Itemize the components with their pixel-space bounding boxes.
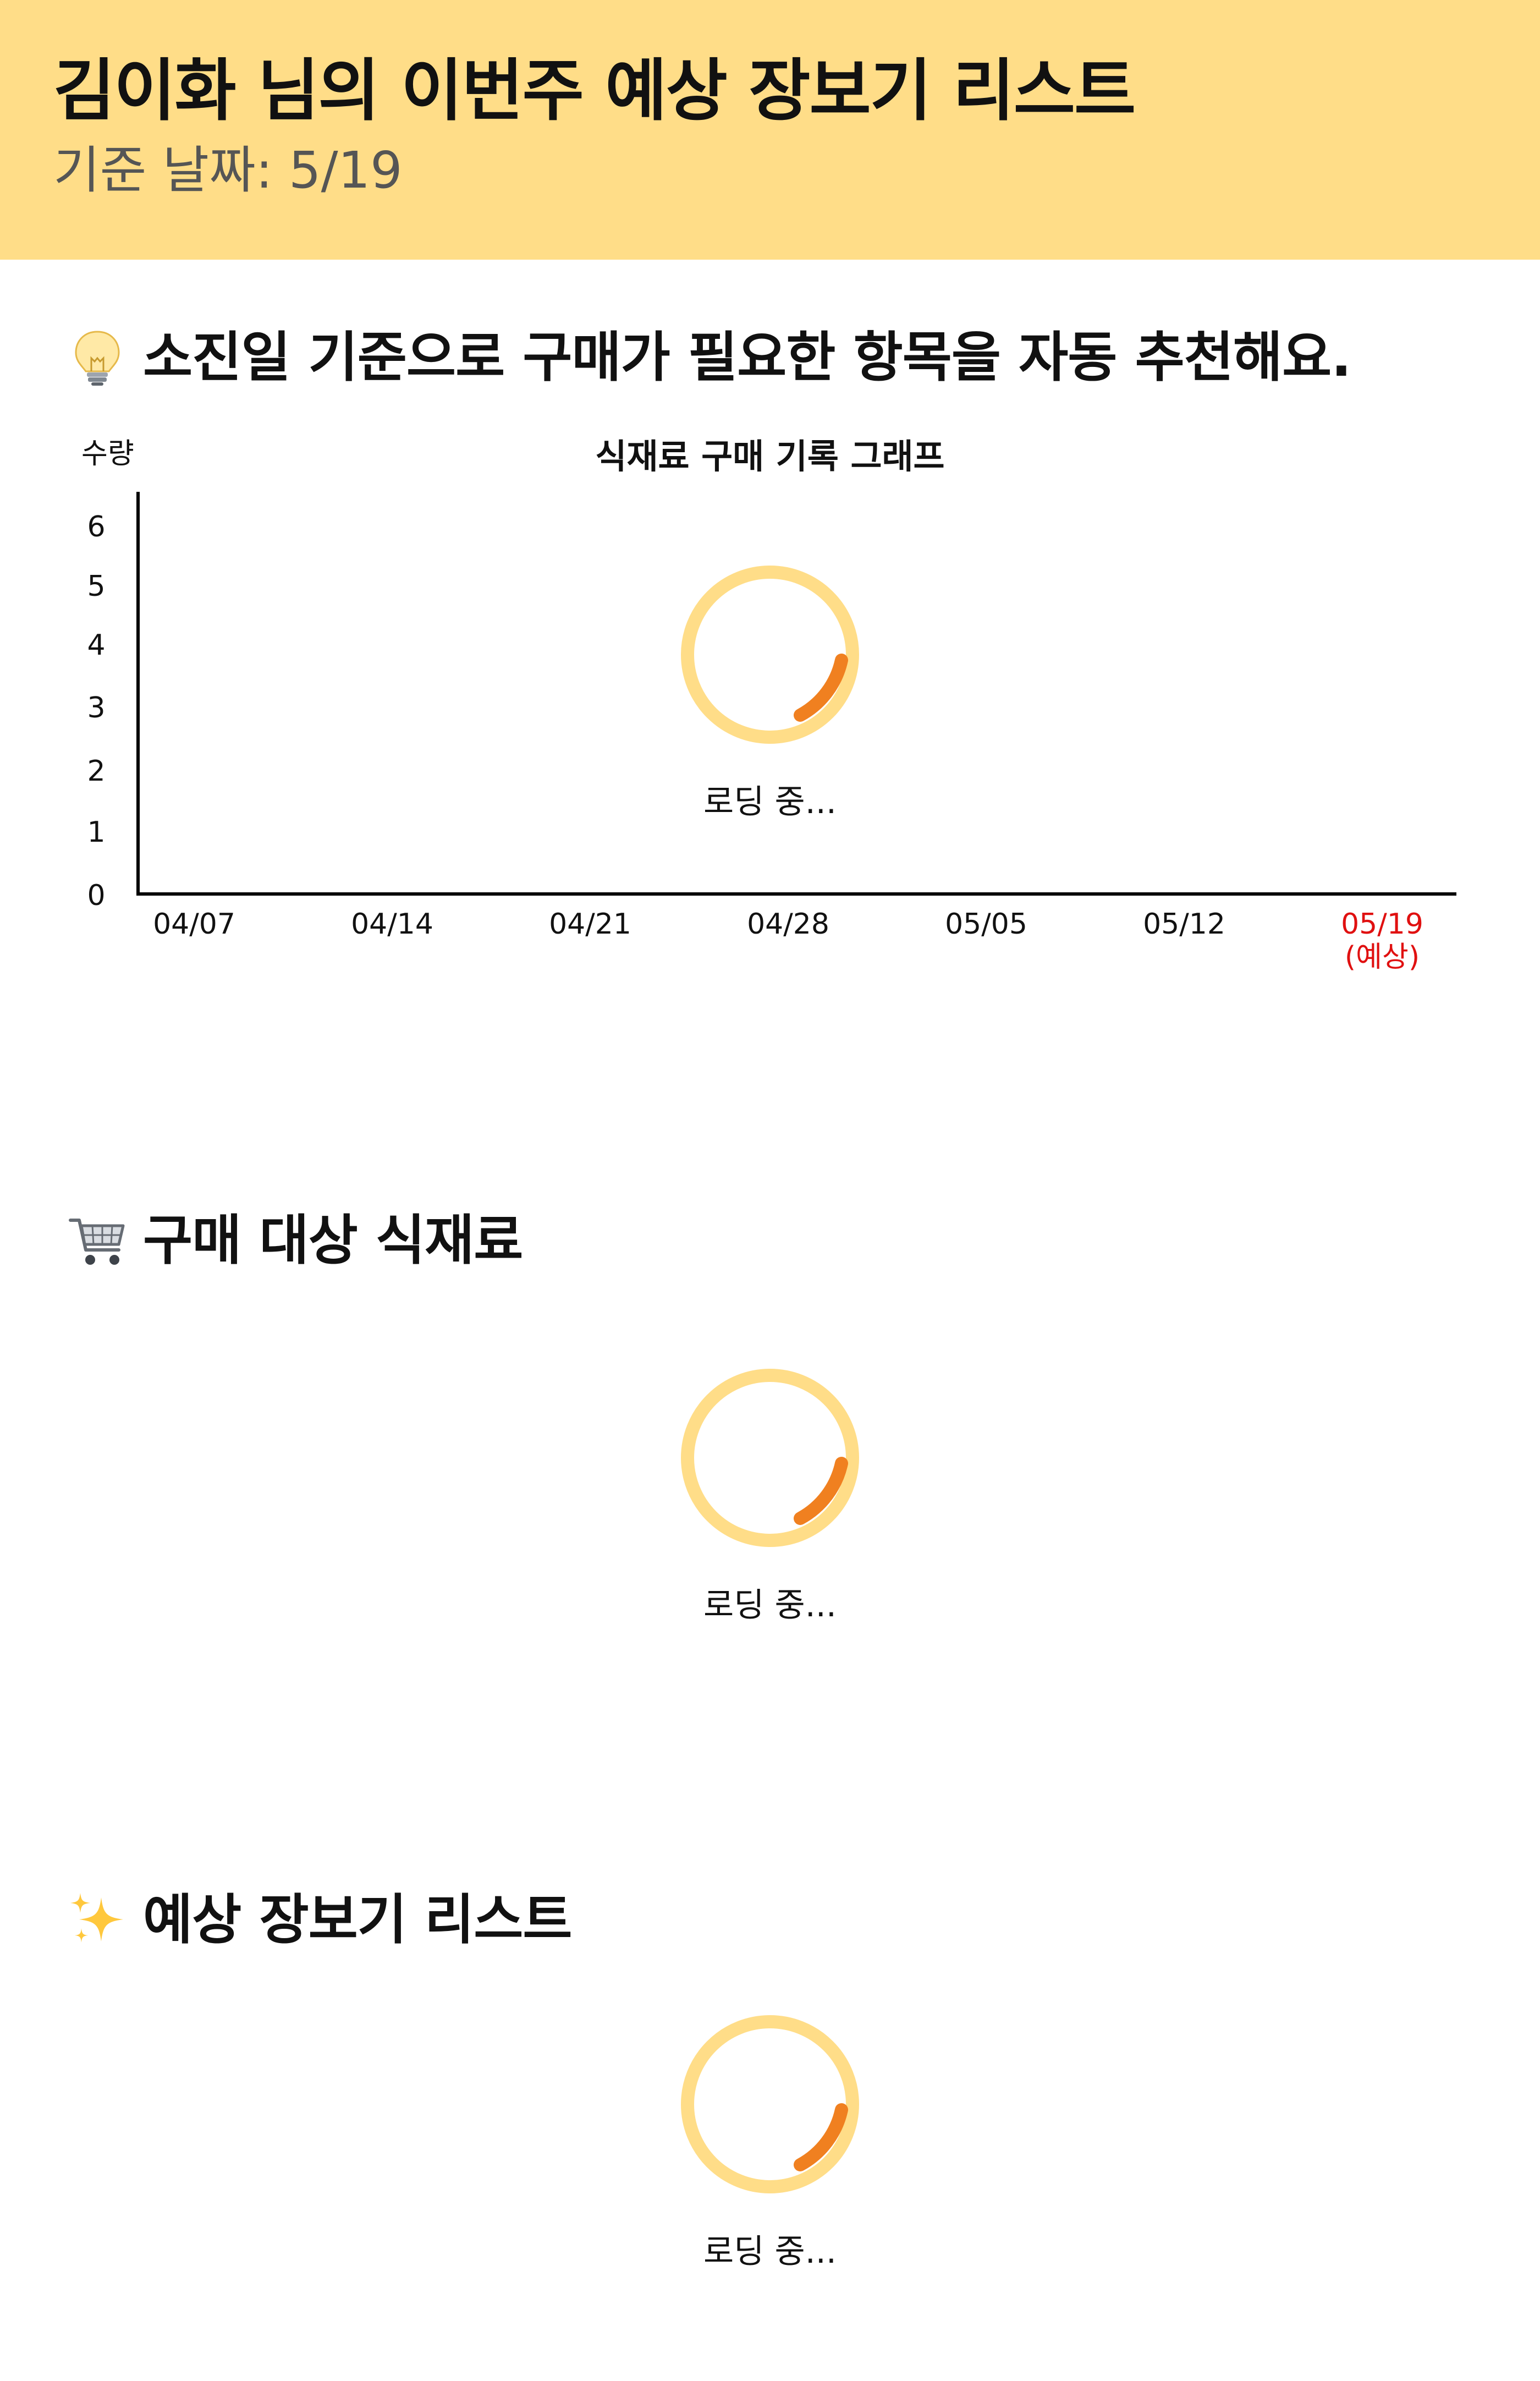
x-tick-0519-predicted: 05/19 (예상) xyxy=(1316,908,1448,974)
targets-loading-spinner: 로딩 중... xyxy=(660,1364,880,1627)
x-tick-0519: 05/19 xyxy=(1341,908,1423,941)
list-loading-text: 로딩 중... xyxy=(703,2232,837,2271)
x-tick-0512: 05/12 xyxy=(1143,908,1225,941)
purchase-history-chart: 식재료 구매 기록 그래프 수량 0 1 2 3 4 5 6 04/07 04/… xyxy=(0,418,1540,1023)
list-section-label: 예상 장보기 리스트 xyxy=(143,1889,573,1951)
recommend-section-title: 소진일 기준으로 구매가 필요한 항목을 자동 추천해요. xyxy=(67,322,1351,393)
y-tick-3: 3 xyxy=(87,692,106,725)
chart-title: 식재료 구매 기록 그래프 xyxy=(595,436,945,476)
spinner-icon xyxy=(681,2015,859,2193)
reference-date: 기준 날짜: 5/19 xyxy=(53,141,403,200)
list-section-title: 예상 장보기 리스트 xyxy=(67,1884,573,1956)
page-title: 김이화 님의 이번주 예상 장보기 리스트 xyxy=(53,52,1136,130)
x-tick-0421: 04/21 xyxy=(549,908,631,941)
x-tick-0428: 04/28 xyxy=(747,908,829,941)
chart-loading-spinner: 로딩 중... xyxy=(660,561,880,824)
x-tick-0414: 04/14 xyxy=(351,908,433,941)
y-tick-0: 0 xyxy=(87,879,106,912)
chart-x-axis xyxy=(136,892,1456,896)
list-loading-spinner: 로딩 중... xyxy=(660,2011,880,2274)
chart-loading-text: 로딩 중... xyxy=(703,783,837,821)
spinner-icon xyxy=(681,1369,859,1547)
targets-section-title: 구매 대상 식재료 xyxy=(67,1205,523,1276)
y-tick-4: 4 xyxy=(87,629,106,662)
lightbulb-icon xyxy=(67,327,128,388)
y-tick-5: 5 xyxy=(87,570,106,603)
targets-loading-text: 로딩 중... xyxy=(703,1586,837,1625)
y-tick-1: 1 xyxy=(87,816,106,849)
predicted-label: (예상) xyxy=(1344,941,1420,974)
chart-y-axis xyxy=(136,492,140,896)
x-tick-0407: 04/07 xyxy=(153,908,235,941)
recommend-section-label: 소진일 기준으로 구매가 필요한 항목을 자동 추천해요. xyxy=(143,326,1351,389)
sparkles-icon xyxy=(67,1890,128,1950)
chart-y-axis-label: 수량 xyxy=(81,437,134,470)
y-tick-2: 2 xyxy=(87,755,106,788)
x-tick-0505: 05/05 xyxy=(945,908,1027,941)
y-tick-6: 6 xyxy=(87,511,106,544)
spinner-icon xyxy=(681,566,859,744)
shopping-cart-icon xyxy=(67,1210,128,1271)
page-header: 김이화 님의 이번주 예상 장보기 리스트 기준 날짜: 5/19 xyxy=(0,0,1540,260)
targets-section-label: 구매 대상 식재료 xyxy=(143,1209,523,1272)
